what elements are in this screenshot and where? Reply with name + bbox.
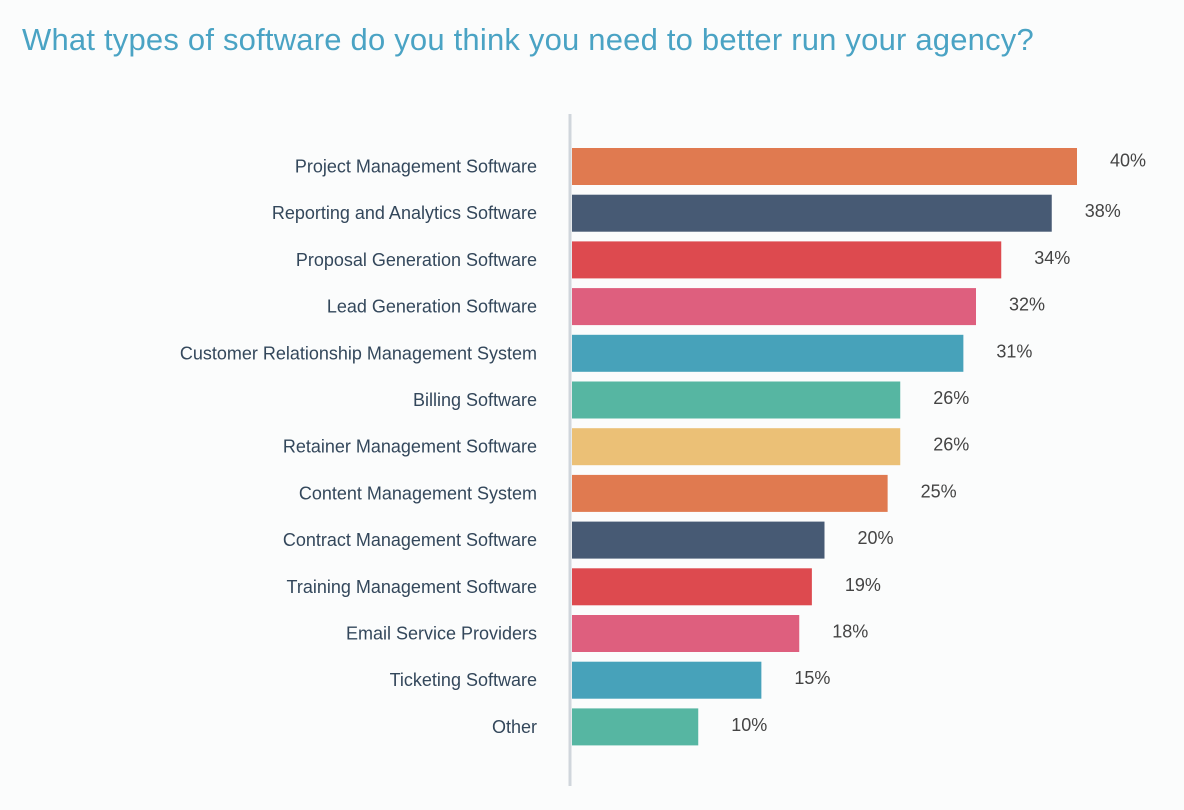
category-label: Other: [492, 717, 537, 737]
bar: [572, 241, 1002, 279]
category-label: Contract Management Software: [283, 530, 537, 550]
value-label: 32%: [1009, 295, 1045, 315]
bar: [572, 148, 1077, 185]
category-label: Reporting and Analytics Software: [272, 203, 537, 223]
category-label: Retainer Management Software: [283, 437, 537, 457]
value-label: 19%: [845, 575, 881, 595]
value-label: 38%: [1085, 201, 1121, 221]
value-label: 31%: [996, 341, 1032, 361]
bar: [572, 708, 699, 746]
value-label: 25%: [921, 481, 957, 501]
bar: [572, 568, 812, 606]
chart-title: What types of software do you think you …: [22, 22, 1034, 57]
bar: [572, 615, 800, 652]
category-label: Billing Software: [413, 390, 537, 410]
value-label: 26%: [933, 388, 969, 408]
category-label: Project Management Software: [295, 157, 537, 177]
bar: [572, 521, 825, 559]
value-label: 26%: [933, 435, 969, 455]
bar: [572, 194, 1052, 232]
bar: [572, 381, 901, 419]
value-label: 10%: [731, 715, 767, 735]
bar: [572, 334, 964, 372]
category-label: Email Service Providers: [346, 624, 537, 644]
bar: [572, 474, 888, 512]
category-label: Ticketing Software: [390, 670, 537, 690]
value-label: 20%: [858, 528, 894, 548]
category-label: Training Management Software: [287, 577, 537, 597]
value-label: 15%: [794, 668, 830, 688]
category-label: Customer Relationship Management System: [180, 343, 537, 363]
bar: [572, 428, 901, 466]
bar: [572, 661, 762, 699]
value-label: 34%: [1034, 248, 1070, 268]
value-label: 40%: [1110, 151, 1146, 171]
category-label: Content Management System: [299, 483, 537, 503]
category-label: Proposal Generation Software: [296, 250, 537, 270]
category-label: Lead Generation Software: [327, 297, 537, 317]
value-label: 18%: [832, 622, 868, 642]
bar: [572, 288, 976, 326]
